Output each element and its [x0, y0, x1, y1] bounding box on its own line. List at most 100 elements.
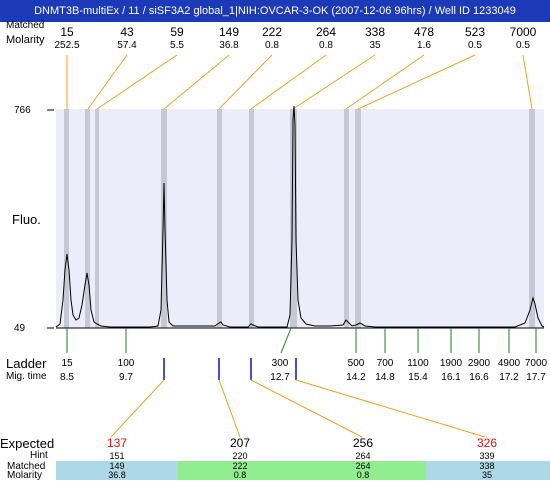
matched-row-band: [178, 461, 426, 480]
expected-size: 207: [229, 436, 251, 450]
ladder-mig-time: 14.8: [375, 372, 395, 383]
matched-header-label: Matched: [6, 20, 45, 31]
peak-size-label: 43: [120, 25, 134, 39]
matched-size: 149: [109, 461, 125, 471]
peak-connector: [292, 54, 376, 110]
ladder-size: 15: [61, 358, 73, 369]
expected-size: 326: [476, 436, 498, 450]
hint-size: 339: [479, 451, 495, 461]
peak-connector: [96, 54, 178, 110]
y-axis-min-label: 49: [14, 323, 26, 334]
expected-size: 137: [106, 436, 128, 450]
y-axis-max-label: 766: [14, 105, 31, 116]
peak-size-label: 15: [60, 25, 74, 39]
expected-connector: [218, 379, 241, 438]
ladder-size: 700: [376, 358, 394, 369]
peak-size-label: 264: [315, 25, 337, 39]
ladder-mig-time: 12.7: [270, 372, 290, 383]
ladder-ticks: [66, 327, 537, 354]
ladder-mig-time: 8.5: [60, 372, 74, 383]
peak-band: [355, 109, 361, 328]
ladder-size: 500: [347, 358, 365, 369]
peak-size-label: 478: [413, 25, 435, 39]
peak-connector: [250, 54, 327, 110]
expected-size: 256: [352, 436, 374, 450]
ladder-size: 7000: [524, 358, 548, 369]
peak-size-label: 149: [218, 25, 240, 39]
matched-size: 264: [355, 461, 371, 471]
peak-size-label: 523: [464, 25, 486, 39]
peak-size-label: 222: [261, 25, 283, 39]
peak-band: [85, 109, 90, 328]
peak-molarity-label: 5.5: [170, 40, 184, 51]
matched-molarity: 36.8: [108, 470, 126, 480]
ladder-size: 2900: [467, 358, 491, 369]
sample-markers: [163, 358, 297, 380]
peak-band: [344, 109, 349, 328]
matched-molarity: 0.8: [356, 470, 370, 480]
peak-connector: [163, 54, 230, 110]
window-title: DNMT3B-multiEx / 11 / siSF3A2 global_1|N…: [0, 0, 550, 22]
peak-molarity-label: 35: [369, 40, 381, 51]
ladder-mig-time: 17.2: [499, 372, 519, 383]
peak-size-label: 7000: [509, 25, 537, 39]
peak-band: [95, 109, 99, 328]
y-axis-title: Fluo.: [12, 212, 41, 227]
ladder-mig-time: 17.7: [526, 372, 546, 383]
peak-molarity-label: 0.8: [319, 40, 333, 51]
peak-bands: [64, 109, 535, 328]
peak-molarity-label: 1.6: [417, 40, 431, 51]
peak-band: [290, 109, 297, 328]
ladder-tick: [280, 327, 292, 354]
peak-molarity-label: 0.5: [516, 40, 530, 51]
ladder-size: 1900: [439, 358, 463, 369]
ladder-mig-time: 16.1: [441, 372, 461, 383]
peak-band: [249, 109, 254, 328]
ladder-label: Ladder: [6, 356, 47, 371]
matched-size: 338: [479, 461, 495, 471]
ladder-size: 4900: [497, 358, 521, 369]
peak-connectors-top: [66, 54, 533, 110]
ladder-mig-time: 9.7: [119, 372, 133, 383]
plot-area: [56, 109, 544, 328]
matched-size: 222: [232, 461, 248, 471]
matched-molarity: 35: [481, 470, 493, 480]
peak-molarity-label: 0.8: [265, 40, 279, 51]
molarity-header-label: Molarity: [6, 34, 45, 46]
molarity-label: Molarity: [7, 470, 43, 481]
peak-molarity-label: 57.4: [117, 40, 137, 51]
ladder-size: 100: [117, 358, 135, 369]
peak-connector: [345, 54, 425, 110]
peak-molarity-label: 0.5: [468, 40, 482, 51]
mig-time-label: Mig. time: [6, 371, 47, 382]
expected-connectors: [110, 379, 486, 438]
expected-connector: [250, 379, 363, 438]
expected-label: Expected: [0, 436, 55, 451]
peak-connector: [218, 54, 273, 110]
peak-molarity-label: 36.8: [219, 40, 239, 51]
peak-size-label: 59: [170, 25, 184, 39]
peak-connector: [522, 54, 533, 110]
peak-connector: [87, 54, 128, 110]
peak-band: [217, 109, 222, 328]
hint-label: Hint: [30, 450, 48, 461]
matched-molarity: 0.8: [233, 470, 247, 480]
expected-connector: [110, 379, 165, 438]
hint-size: 151: [109, 451, 125, 461]
ladder-size: 300: [271, 358, 289, 369]
hint-size: 220: [232, 451, 248, 461]
ladder-size: 1100: [407, 358, 429, 369]
fluorescence-trace: [55, 105, 545, 328]
ladder-mig-time: 16.6: [469, 372, 489, 383]
matched-row-band: [56, 461, 178, 480]
peak-molarity-label: 252.5: [54, 40, 80, 51]
peak-size-label: 338: [364, 25, 386, 39]
matched-row-band: [426, 461, 550, 480]
expected-connector: [295, 379, 486, 438]
matched-label: Matched: [7, 461, 46, 472]
ladder-mig-time: 15.4: [408, 372, 428, 383]
peak-band: [64, 109, 69, 328]
peak-connector: [357, 54, 476, 110]
hint-size: 264: [355, 451, 371, 461]
